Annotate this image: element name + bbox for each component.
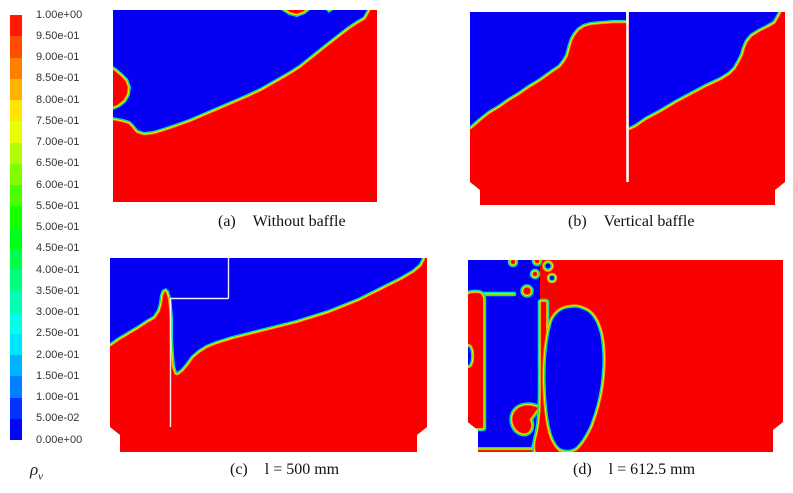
colorbar-segment bbox=[10, 333, 22, 355]
caption-d-tag: (d) bbox=[573, 461, 592, 478]
caption-a: (a) Without baffle bbox=[218, 213, 346, 231]
colorbar-tick-label: 3.50e-01 bbox=[36, 284, 80, 297]
caption-b-text: Vertical baffle bbox=[603, 213, 695, 230]
colorbar-tick-label: 0.00e+00 bbox=[36, 433, 83, 446]
caption-d: (d) l = 612.5 mm bbox=[573, 461, 695, 479]
colorbar-tick-label: 8.00e-01 bbox=[36, 93, 80, 106]
caption-b: (b) Vertical baffle bbox=[568, 213, 694, 231]
rho-symbol: ρ bbox=[30, 460, 39, 479]
colorbar-segment bbox=[10, 355, 22, 377]
colorbar-segment bbox=[10, 397, 22, 419]
caption-d-text: l = 612.5 mm bbox=[608, 461, 696, 478]
colorbar-segment bbox=[10, 15, 22, 37]
colorbar-tick-label: 5.50e-01 bbox=[36, 199, 80, 212]
colorbar-segment bbox=[10, 36, 22, 58]
colorbar-segment bbox=[10, 376, 22, 398]
colorbar-tick-label: 9.50e-01 bbox=[36, 29, 80, 42]
colorbar-segment bbox=[10, 100, 22, 122]
contour-panel-c bbox=[110, 258, 427, 452]
colorbar-variable-label: ρv bbox=[30, 460, 43, 482]
colorbar-tick-label: 1.00e+00 bbox=[36, 8, 83, 21]
colorbar-tick-label: 9.00e-01 bbox=[36, 51, 80, 63]
colorbar-tick-label: 2.00e-01 bbox=[36, 348, 80, 361]
caption-a-tag: (a) bbox=[218, 213, 236, 230]
caption-c-tag: (c) bbox=[230, 461, 248, 478]
colorbar-segment bbox=[10, 291, 22, 313]
rho-subscript: v bbox=[38, 470, 44, 483]
contour-plot-d bbox=[468, 260, 783, 452]
caption-b-tag: (b) bbox=[568, 213, 587, 230]
contour-panel-b bbox=[470, 12, 785, 205]
colorbar-tick-label: 5.00e-01 bbox=[36, 221, 80, 233]
colorbar-segment bbox=[10, 142, 22, 164]
colorbar-segment bbox=[10, 227, 22, 249]
colorbar-tick-label: 2.50e-01 bbox=[36, 327, 80, 340]
colorbar-labels: 1.00e+00 9.50e-01 9.00e-01 8.50e-01 8.00e-01… bbox=[0, 0, 100, 493]
contour-plot-c bbox=[110, 258, 427, 452]
colorbar-segment bbox=[10, 185, 22, 207]
colorbar-tick-label: 4.50e-01 bbox=[36, 242, 80, 255]
colorbar-segment bbox=[10, 418, 22, 440]
caption-c: (c) l = 500 mm bbox=[230, 461, 339, 479]
colorbar-gradient bbox=[10, 15, 22, 440]
colorbar-tick-label: 7.50e-01 bbox=[36, 114, 80, 127]
colorbar-segment bbox=[10, 78, 22, 100]
colorbar-tick-label: 8.50e-01 bbox=[36, 72, 80, 85]
caption-c-text: l = 500 mm bbox=[264, 461, 340, 478]
contour-panel-a bbox=[113, 10, 377, 202]
caption-a-text: Without baffle bbox=[252, 213, 346, 230]
colorbar-tick-label: 7.00e-01 bbox=[36, 136, 80, 148]
contour-plot-b bbox=[470, 12, 785, 205]
colorbar-tick-label: 4.00e-01 bbox=[36, 263, 80, 276]
contour-panel-d bbox=[468, 260, 783, 452]
colorbar-segment bbox=[10, 121, 22, 143]
colorbar-segment bbox=[10, 248, 22, 270]
colorbar-tick-label: 3.00e-01 bbox=[36, 306, 80, 318]
colorbar-tick-label: 1.00e-01 bbox=[36, 391, 80, 403]
colorbar-tick-label: 1.50e-01 bbox=[36, 369, 80, 382]
colorbar-segment bbox=[10, 206, 22, 228]
colorbar-tick-label: 6.50e-01 bbox=[36, 157, 80, 170]
colorbar-segment bbox=[10, 312, 22, 334]
colorbar-segment bbox=[10, 270, 22, 292]
colorbar-segment bbox=[10, 163, 22, 185]
contour-plot-a bbox=[113, 10, 377, 202]
colorbar-tick-label: 5.00e-02 bbox=[36, 412, 80, 425]
colorbar-tick-label: 6.00e-01 bbox=[36, 178, 80, 191]
colorbar-segment bbox=[10, 57, 22, 79]
